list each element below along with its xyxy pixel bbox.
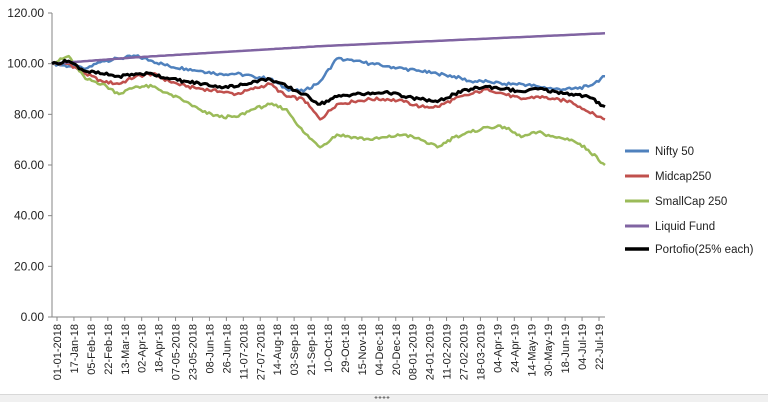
- x-tick-label: 11-02-2019: [442, 324, 454, 379]
- x-tick-label: 20-Dec-18: [391, 324, 403, 375]
- x-tick-label: 22-Feb-18: [103, 324, 115, 375]
- legend: Nifty 50 Midcap250 SmallCap 250 Liquid Fund…: [625, 146, 754, 256]
- x-tick-label: 04-Dec-18: [374, 324, 386, 375]
- x-tick-label: 07-05-2018: [171, 324, 183, 380]
- resize-grip-icon[interactable]: [374, 396, 390, 399]
- plot-series: [51, 32, 606, 166]
- x-axis: 01-01-2018 17-Jan-18 05-Feb-18 22-Feb-18 13-…: [52, 316, 606, 380]
- x-tick-label: 13-Mar-18: [120, 324, 132, 375]
- x-tick-label: 14-Aug-18: [272, 324, 284, 375]
- x-tick-label: 08-01-2019: [408, 324, 420, 380]
- x-tick-label: 11-07-2018: [238, 324, 250, 379]
- x-tick-label: 24-01-2019: [425, 324, 437, 380]
- x-tick-label: 17-Jan-18: [69, 324, 81, 374]
- x-tick-label: 04-Jul-19: [577, 324, 589, 370]
- x-tick-label: 05-Feb-18: [86, 324, 98, 375]
- y-tick-label: 80.00: [14, 107, 44, 121]
- series-line-liquid-fund: [51, 32, 606, 65]
- legend-label: Portofio(25% each): [655, 244, 754, 256]
- x-tick-label: 18-Jun-19: [560, 324, 572, 374]
- x-tick-label: 18-03-2019: [475, 324, 487, 380]
- x-tick-label: 21-Sep-18: [306, 324, 318, 375]
- x-tick-label: 24-Apr-19: [509, 324, 521, 373]
- y-tick-label: 120.00: [7, 6, 44, 20]
- x-tick-label: 27-07-2018: [255, 324, 267, 380]
- legend-label: Nifty 50: [655, 146, 694, 158]
- x-tick-label: 08-Jun-18: [204, 324, 216, 374]
- x-tick-label: 04-Apr-19: [492, 324, 504, 373]
- y-tick-label: 60.00: [14, 158, 44, 172]
- x-tick-label: 10-Oct-18: [323, 324, 335, 373]
- x-tick-label: 26-Jun-18: [221, 324, 233, 374]
- series-line-smallcap-250: [51, 54, 606, 166]
- legend-label: SmallCap 250: [655, 196, 727, 208]
- x-tick-label: 14-May-19: [526, 324, 538, 377]
- x-tick-label: 03-Sep-18: [289, 324, 301, 375]
- y-tick-label: 100.00: [7, 57, 44, 71]
- y-axis: 0.00 20.00 40.00 60.00 80.00 100.00 120.00: [7, 6, 53, 324]
- series-line-portofio-25-each-: [51, 58, 606, 109]
- x-tick-label: 02-Apr-18: [137, 324, 149, 373]
- x-tick-label: 22-Jul-19: [594, 324, 606, 370]
- x-tick-label: 30-May-19: [543, 324, 555, 377]
- x-tick-label: 01-01-2018: [52, 324, 64, 380]
- legend-label: Liquid Fund: [655, 221, 715, 233]
- y-tick-label: 40.00: [14, 209, 44, 223]
- x-tick-label: 23-05-2018: [188, 324, 200, 380]
- y-tick-label: 20.00: [14, 259, 44, 273]
- x-tick-label: 18-Apr-18: [154, 324, 166, 373]
- legend-label: Midcap250: [655, 171, 711, 183]
- x-tick-label: 15-Nov-18: [357, 324, 369, 375]
- y-tick-label: 0.00: [21, 310, 45, 324]
- x-tick-label: 29-Oct-18: [340, 324, 352, 373]
- x-tick-label: 27-02-2019: [459, 324, 471, 380]
